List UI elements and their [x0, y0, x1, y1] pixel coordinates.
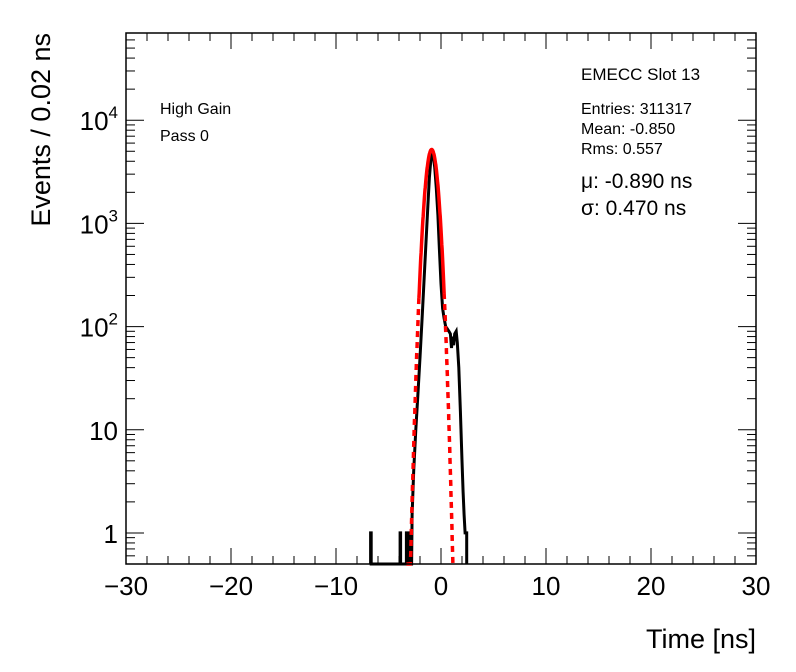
x-tick-label: −30: [104, 571, 148, 601]
x-tick-label: 0: [434, 571, 448, 601]
fit-curve-dashed: [442, 293, 456, 566]
histogram-series: [369, 150, 469, 566]
plot-frame: [125, 32, 757, 565]
fit-mu: μ: -0.890 ns: [581, 170, 692, 193]
x-tick-label: −20: [209, 571, 253, 601]
rms-stat: Rms: 0.557: [581, 141, 663, 158]
y-axis-title: Events / 0.02 ns: [26, 33, 56, 227]
tick-labels: −30 −20 −10 0 10 20 30 1 10 102 103 104: [80, 103, 771, 601]
x-tick-label: 10: [532, 571, 561, 601]
x-axis-title: Time [ns]: [646, 624, 756, 654]
y-tick-label: 102: [80, 310, 118, 343]
slot-title: EMECC Slot 13: [581, 65, 700, 84]
y-tick-label: 1: [104, 519, 118, 549]
x-tick-label: 30: [742, 571, 771, 601]
plot-marks: [369, 147, 469, 566]
x-tick-label: −10: [314, 571, 358, 601]
entries-stat: Entries: 311317: [581, 101, 692, 118]
gain-label: High Gain: [160, 101, 231, 118]
y-tick-label: 10: [89, 416, 118, 446]
y-tick-label: 104: [80, 103, 118, 136]
x-tick-label: 20: [637, 571, 666, 601]
pass-label: Pass 0: [160, 128, 209, 145]
fit-curve: [417, 147, 446, 299]
mean-stat: Mean: -0.850: [581, 121, 675, 138]
y-tick-label: 103: [80, 206, 118, 239]
fit-sigma: σ: 0.470 ns: [581, 197, 686, 220]
